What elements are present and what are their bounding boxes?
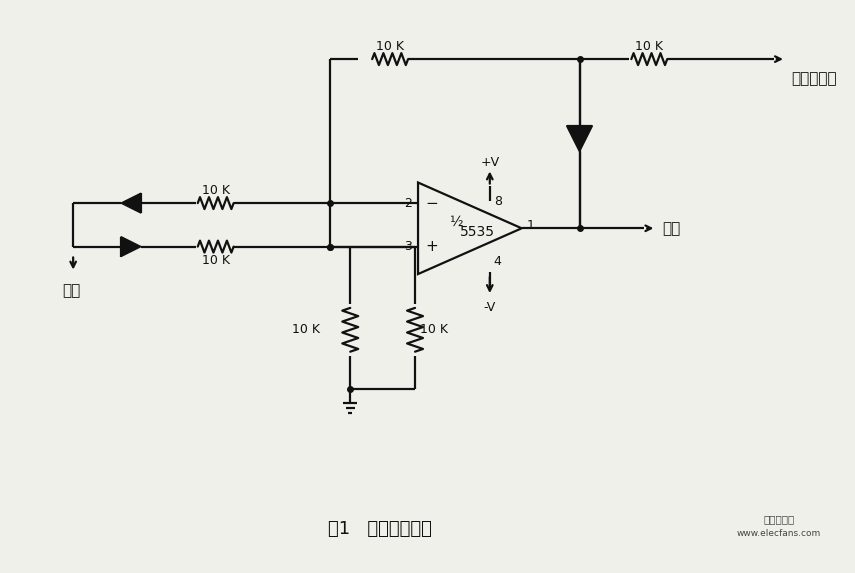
Text: 1: 1 — [527, 219, 534, 232]
Text: 电子发烧友: 电子发烧友 — [764, 514, 794, 524]
Polygon shape — [121, 193, 141, 213]
Text: +: + — [426, 239, 439, 254]
Text: 5535: 5535 — [460, 225, 495, 240]
Text: 输入: 输入 — [62, 283, 80, 298]
Text: 4: 4 — [494, 254, 502, 268]
Text: −: − — [426, 195, 439, 211]
Text: 图1   绝对值放大器: 图1 绝对值放大器 — [328, 520, 432, 538]
Text: 3: 3 — [404, 240, 412, 253]
Polygon shape — [121, 237, 141, 257]
Text: 8: 8 — [494, 195, 502, 208]
Text: 10 K: 10 K — [202, 254, 230, 267]
Polygon shape — [567, 126, 593, 152]
Text: 10 K: 10 K — [635, 40, 663, 53]
Text: ½: ½ — [449, 215, 463, 229]
Text: 10 K: 10 K — [376, 40, 404, 53]
Text: 2: 2 — [404, 197, 412, 210]
Text: www.elecfans.com: www.elecfans.com — [737, 529, 821, 538]
Text: 10 K: 10 K — [292, 323, 321, 336]
Text: -V: -V — [484, 301, 496, 315]
Text: 10 K: 10 K — [420, 323, 448, 336]
Text: 负极性电压: 负极性电压 — [791, 72, 836, 87]
Text: 10 K: 10 K — [202, 184, 230, 197]
Text: 输出: 输出 — [663, 221, 681, 236]
Text: +V: +V — [481, 156, 499, 169]
